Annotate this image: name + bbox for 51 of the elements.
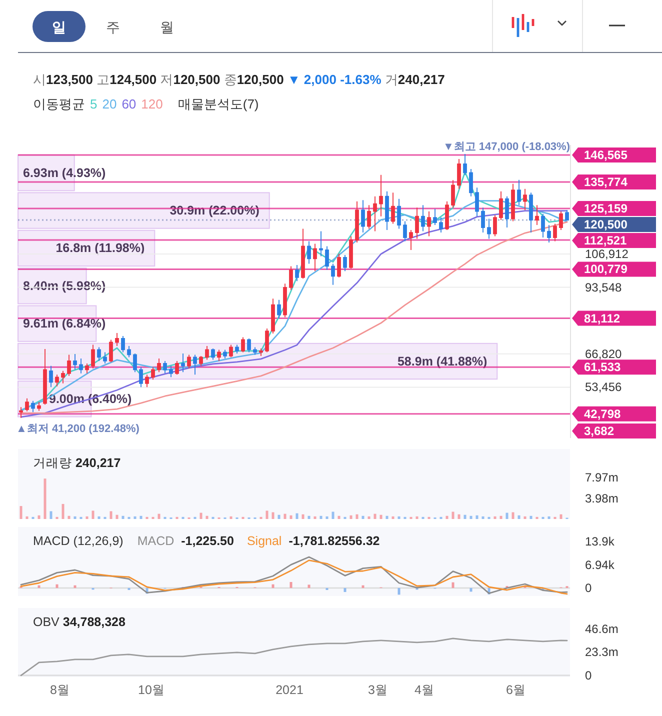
ref-line-label: 61,533 — [584, 360, 622, 374]
chart-title: 시123,500 고124,500 저120,500 종120,500 ▼ 2,000 -1.63% 거240,217 — [33, 72, 445, 86]
y-tick-label: 3.98m — [585, 491, 618, 506]
ref-line-label: 100,779 — [584, 262, 628, 276]
text: 일 — [52, 19, 66, 35]
text: 120 — [141, 96, 163, 112]
text: 월 — [160, 19, 174, 35]
chart-title: 매물분석도(7) — [178, 96, 259, 112]
text: 주 — [106, 19, 120, 35]
text: MACD (12,26,9) — [33, 534, 124, 548]
ref-line-label: 146,565 — [584, 148, 628, 162]
ref-line-label: 81,112 — [584, 311, 620, 326]
y-tick-label: 106,912 — [585, 246, 629, 261]
data-label: 9.61m (6.84%) — [23, 316, 106, 331]
ref-line-label: 112,521 — [584, 233, 628, 248]
ref-line-label: 135,774 — [584, 174, 628, 189]
y-tick-label: 0 — [585, 581, 592, 595]
y-tick-label: 46.6m — [585, 622, 618, 636]
ref-line-label: 125,159 — [584, 201, 628, 216]
x-tick-label: 4월 — [414, 683, 434, 697]
y-tick-label: 7.97m — [585, 470, 618, 485]
text: 거래량 240,217 — [33, 456, 121, 470]
x-tick-label: 2021 — [276, 683, 304, 697]
data-label: 6.93m (4.93%) — [23, 166, 106, 180]
annotation: -1,225.50 — [181, 534, 234, 548]
text: 20 — [102, 96, 117, 112]
y-tick-label: 93,548 — [585, 280, 622, 294]
y-tick-label: 23.3m — [585, 645, 618, 660]
annotation: -1,781.82556.32 — [288, 534, 380, 548]
text: MACD — [137, 534, 174, 548]
x-tick-label: 3월 — [368, 683, 388, 697]
text: 60 — [122, 96, 136, 112]
y-tick-label: 66,820 — [585, 346, 622, 361]
y-tick-label: 6.94k — [585, 558, 616, 572]
series-label: Signal — [246, 534, 282, 548]
text: 5 — [90, 96, 98, 112]
y-tick-label: 13.9k — [585, 534, 616, 549]
annotation: ▲최저 41,200 (192.48%) — [16, 422, 140, 435]
y-tick-label: 53,456 — [585, 380, 622, 394]
y-tick-label: 0 — [585, 668, 592, 682]
data-label: 58.9m (41.88%) — [398, 354, 488, 368]
text: OBV 34,788,328 — [33, 615, 126, 629]
text: 3,682 — [584, 424, 614, 438]
x-tick-label: 6월 — [506, 683, 526, 697]
x-tick-label: 10월 — [138, 683, 165, 697]
ref-line-label: 120,500 — [584, 217, 628, 232]
data-label: 16.8m (11.98%) — [56, 241, 145, 256]
ref-line-label: 42,798 — [584, 406, 622, 421]
x-tick-label: 8월 — [50, 683, 70, 697]
legend-title: 이동평균 — [33, 96, 85, 112]
annotation: ▼최고 147,000 (-18.03%) — [442, 140, 570, 153]
